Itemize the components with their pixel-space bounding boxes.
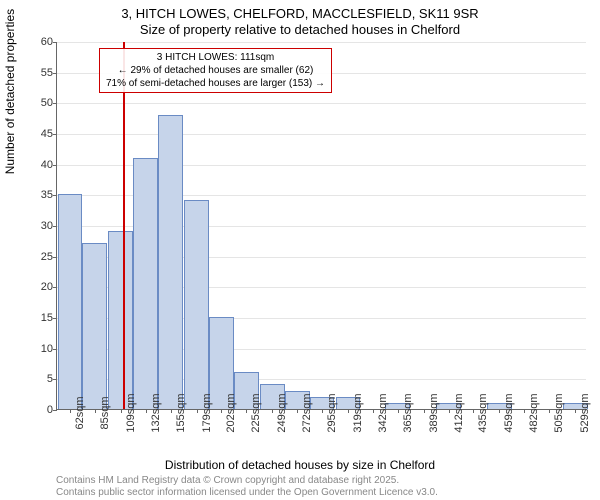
x-tick-mark <box>473 409 474 413</box>
gridline <box>57 134 586 135</box>
y-tick-mark <box>53 379 57 380</box>
x-tick-mark <box>449 409 450 413</box>
y-tick-mark <box>53 103 57 104</box>
x-tick-label: 272sqm <box>301 393 313 432</box>
x-tick-mark <box>272 409 273 413</box>
y-tick-mark <box>53 195 57 196</box>
y-tick-mark <box>53 349 57 350</box>
x-tick-label: 179sqm <box>201 393 213 432</box>
y-tick-label: 10 <box>41 343 53 355</box>
y-tick-label: 5 <box>47 373 53 385</box>
y-tick-label: 35 <box>41 189 53 201</box>
histogram-bar <box>184 200 209 409</box>
histogram-bar <box>108 231 133 409</box>
histogram-bar <box>82 243 107 409</box>
x-tick-mark <box>549 409 550 413</box>
x-tick-mark <box>171 409 172 413</box>
y-tick-label: 25 <box>41 251 53 263</box>
y-tick-mark <box>53 410 57 411</box>
x-tick-label: 435sqm <box>477 393 489 432</box>
y-tick-mark <box>53 134 57 135</box>
y-tick-mark <box>53 318 57 319</box>
x-tick-mark <box>499 409 500 413</box>
x-tick-mark <box>322 409 323 413</box>
footer-line1: Contains HM Land Registry data © Crown c… <box>56 475 399 486</box>
y-tick-label: 0 <box>47 404 53 416</box>
y-tick-label: 60 <box>41 36 53 48</box>
x-tick-label: 155sqm <box>175 393 187 432</box>
chart-container: 3, HITCH LOWES, CHELFORD, MACCLESFIELD, … <box>0 0 600 500</box>
x-tick-mark <box>197 409 198 413</box>
x-tick-label: 389sqm <box>428 393 440 432</box>
x-tick-label: 319sqm <box>352 393 364 432</box>
x-tick-label: 505sqm <box>553 393 565 432</box>
y-tick-mark <box>53 42 57 43</box>
x-tick-mark <box>373 409 374 413</box>
x-tick-label: 109sqm <box>125 393 137 432</box>
histogram-bar <box>133 158 158 409</box>
x-tick-label: 459sqm <box>503 393 515 432</box>
y-tick-label: 45 <box>41 128 53 140</box>
gridline <box>57 42 586 43</box>
x-tick-label: 225sqm <box>250 393 262 432</box>
chart-title-line1: 3, HITCH LOWES, CHELFORD, MACCLESFIELD, … <box>0 6 600 21</box>
chart-title-line2: Size of property relative to detached ho… <box>0 22 600 37</box>
histogram-bar <box>58 194 83 409</box>
x-tick-label: 62sqm <box>74 396 86 429</box>
y-tick-label: 55 <box>41 67 53 79</box>
x-tick-mark <box>424 409 425 413</box>
y-tick-mark <box>53 257 57 258</box>
x-tick-mark <box>398 409 399 413</box>
x-tick-label: 365sqm <box>402 393 414 432</box>
x-tick-label: 202sqm <box>225 393 237 432</box>
x-tick-mark <box>95 409 96 413</box>
x-tick-mark <box>121 409 122 413</box>
annotation-line2: ← 29% of detached houses are smaller (62… <box>106 64 325 77</box>
annotation-line1: 3 HITCH LOWES: 111sqm <box>106 51 325 64</box>
y-axis-label: Number of detached properties <box>3 9 17 174</box>
x-tick-label: 295sqm <box>326 393 338 432</box>
annotation-line3: 71% of semi-detached houses are larger (… <box>106 77 325 90</box>
x-tick-mark <box>297 409 298 413</box>
x-tick-mark <box>246 409 247 413</box>
y-tick-mark <box>53 287 57 288</box>
footer-line2: Contains public sector information licen… <box>56 487 438 498</box>
x-tick-mark <box>221 409 222 413</box>
y-tick-label: 15 <box>41 312 53 324</box>
x-tick-label: 132sqm <box>150 393 162 432</box>
annotation-box: 3 HITCH LOWES: 111sqm ← 29% of detached … <box>99 48 332 93</box>
y-tick-mark <box>53 226 57 227</box>
y-tick-mark <box>53 73 57 74</box>
x-tick-mark <box>575 409 576 413</box>
x-axis-label: Distribution of detached houses by size … <box>0 458 600 472</box>
y-tick-mark <box>53 165 57 166</box>
x-tick-mark <box>146 409 147 413</box>
reference-line <box>123 42 125 409</box>
x-tick-label: 529sqm <box>579 393 591 432</box>
y-tick-label: 50 <box>41 97 53 109</box>
histogram-bar <box>158 115 183 409</box>
x-tick-label: 412sqm <box>453 393 465 432</box>
y-tick-label: 20 <box>41 281 53 293</box>
x-tick-mark <box>70 409 71 413</box>
gridline <box>57 103 586 104</box>
x-tick-label: 85sqm <box>99 396 111 429</box>
x-tick-mark <box>524 409 525 413</box>
y-tick-label: 40 <box>41 159 53 171</box>
x-tick-label: 249sqm <box>276 393 288 432</box>
x-tick-label: 342sqm <box>377 393 389 432</box>
x-tick-label: 482sqm <box>528 393 540 432</box>
plot-area: 05101520253035404550556062sqm85sqm109sqm… <box>56 42 586 410</box>
y-tick-label: 30 <box>41 220 53 232</box>
x-tick-mark <box>348 409 349 413</box>
